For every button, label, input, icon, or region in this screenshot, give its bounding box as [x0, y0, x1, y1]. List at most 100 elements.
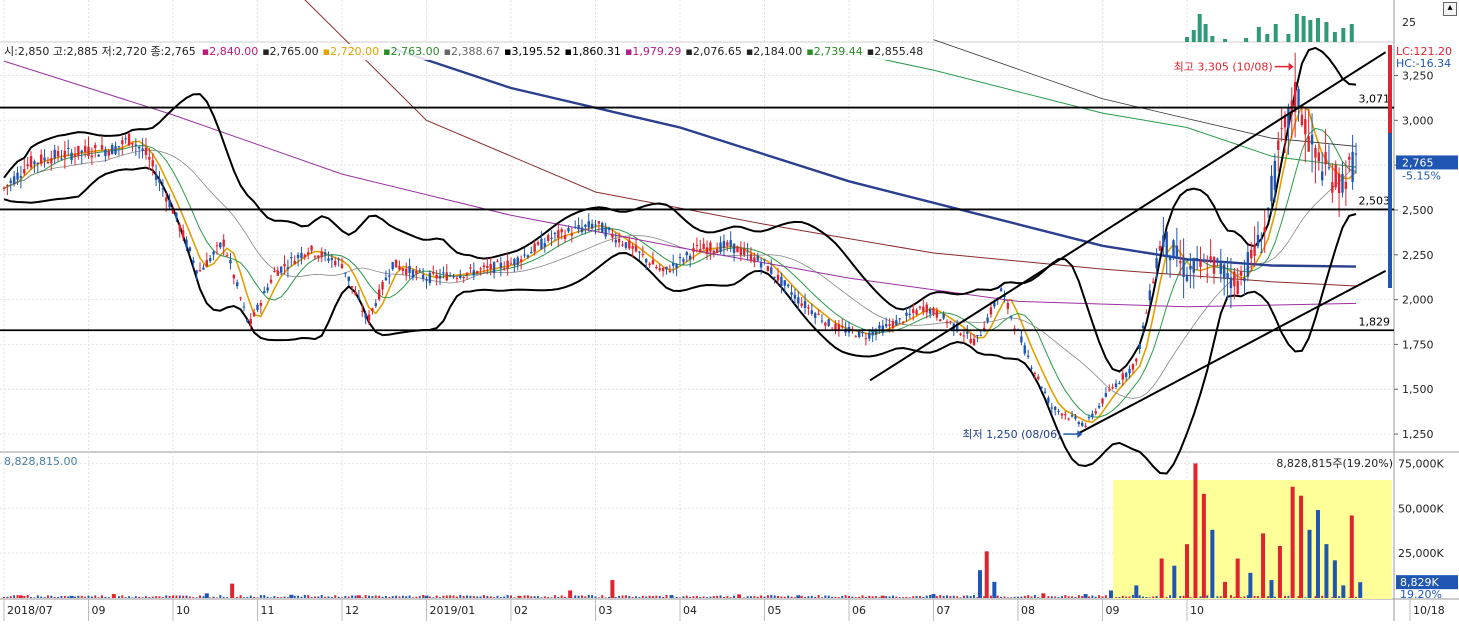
high-annotation: 최고 3,305 (10/08)	[1174, 61, 1273, 74]
volume-bar-small	[459, 595, 462, 598]
volume-bar	[230, 583, 235, 598]
candle-body	[411, 270, 415, 278]
candle-body	[658, 268, 661, 271]
candle-body	[1118, 382, 1121, 384]
volume-bar-small	[1060, 596, 1063, 598]
top-volume-bar	[1273, 24, 1278, 42]
volume-bar-small	[780, 596, 783, 598]
candle-body	[513, 259, 516, 266]
volume-bar-small	[648, 595, 651, 598]
candle-body	[165, 197, 168, 202]
volume-bar-small	[1145, 596, 1148, 598]
volume-bar-small	[1067, 596, 1070, 598]
candle-body	[800, 303, 803, 306]
ma-240-line	[392, 47, 1357, 268]
volume-bar-small	[1006, 597, 1009, 598]
candle-body	[1097, 405, 1101, 408]
candle-body	[256, 304, 259, 311]
current-price-label: 2,765	[1402, 156, 1434, 169]
candle-body	[1189, 266, 1192, 270]
volume-bar-small	[1169, 595, 1172, 598]
volume-bar	[669, 595, 674, 598]
volume-bar-small	[638, 597, 641, 598]
volume-bar-small	[1057, 597, 1060, 598]
candle-body	[340, 264, 344, 269]
volume-bars-layer	[3, 463, 1363, 598]
candle-body	[1013, 328, 1016, 330]
volume-bar-small	[43, 597, 46, 598]
ma-20-line	[3, 127, 1357, 418]
candle-body	[1280, 127, 1283, 129]
candle-body	[371, 308, 374, 312]
candle-body	[421, 274, 425, 279]
volume-bar-small	[327, 596, 330, 598]
top-volume-bar	[1324, 22, 1329, 42]
price-tick-label: 1,500	[1402, 383, 1434, 396]
volume-bar-small	[888, 596, 891, 598]
volume-bar-small	[503, 596, 506, 598]
volume-bar-small	[854, 597, 857, 598]
ohlc-readout: 시:2,850 고:2,885 저:2,720 종:2,765	[4, 45, 196, 58]
volume-bar-small	[712, 596, 715, 598]
candle-body	[330, 258, 334, 261]
volume-bar-small	[1003, 596, 1006, 598]
candle-body	[901, 321, 905, 323]
volume-bar	[1172, 565, 1177, 598]
candle-body	[648, 263, 651, 266]
candle-body	[1310, 134, 1314, 145]
volume-bar-small	[134, 596, 137, 598]
volume-bar-small	[1256, 596, 1259, 598]
ma-value-3: ▪2,763.00	[383, 45, 440, 58]
volume-bar-small	[560, 595, 563, 598]
candle-body	[621, 244, 624, 246]
volume-bar-small	[283, 596, 286, 598]
volume-bar-small	[976, 597, 979, 598]
volume-bar-small	[1152, 596, 1155, 598]
candle-body	[283, 263, 286, 267]
volume-bar-small	[1017, 596, 1019, 598]
candle-body	[229, 260, 232, 264]
volume-bar-small	[212, 596, 215, 598]
candle-body	[1124, 372, 1128, 377]
price-tick-label: 2,250	[1402, 249, 1434, 262]
volume-bar-small	[1128, 596, 1131, 598]
candle-body	[550, 237, 553, 239]
volume-bar-small	[249, 595, 252, 598]
volume-bar-small	[161, 597, 164, 598]
top-volume-bar	[1341, 28, 1346, 42]
ma-value-11: ▪2,855.48	[866, 45, 924, 58]
volume-bar-small	[665, 594, 668, 598]
volume-bar-small	[9, 596, 12, 598]
volume-bar-small	[604, 597, 607, 598]
volume-bar-small	[148, 597, 151, 598]
candle-body	[817, 313, 820, 315]
volume-bar-small	[466, 595, 469, 598]
candle-body	[391, 262, 394, 270]
volume-bar	[1185, 544, 1189, 598]
panel-toggle-icon[interactable]: ▴	[1443, 2, 1457, 16]
volume-bar-small	[1010, 597, 1013, 598]
top-volume-tick: 25	[1402, 16, 1416, 29]
volume-bar-small	[658, 595, 661, 598]
candle-body	[124, 138, 127, 140]
candle-body	[1307, 136, 1310, 152]
volume-bar-small	[1094, 596, 1097, 598]
volume-bar-small	[1243, 596, 1246, 598]
candle-body	[536, 242, 540, 245]
volume-bar-small	[851, 596, 854, 598]
candle-body	[1128, 368, 1131, 374]
volume-bar-small	[33, 597, 36, 598]
volume-bar-small	[510, 595, 512, 598]
volume-bar-small	[101, 595, 104, 598]
candle-body	[594, 224, 597, 226]
candle-body	[651, 260, 655, 265]
candle-body	[1067, 418, 1070, 420]
volume-bar-small	[824, 595, 827, 598]
candle-body	[310, 245, 313, 251]
candle-body	[546, 235, 550, 241]
candle-body	[834, 324, 837, 331]
candle-body	[871, 331, 874, 336]
hc-label: HC:-16.34	[1396, 57, 1451, 70]
volume-bar-small	[6, 596, 9, 598]
volume-bar-small	[594, 596, 597, 598]
